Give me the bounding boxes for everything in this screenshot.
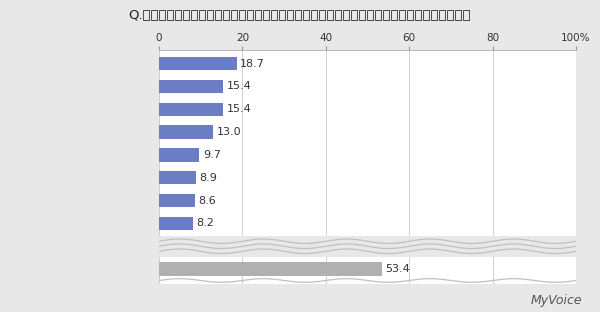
Text: 8.2: 8.2	[197, 218, 214, 228]
Bar	[159, 148, 199, 162]
Bar	[159, 262, 382, 276]
Text: 15.4: 15.4	[227, 81, 251, 91]
Text: Q.選択肢にあげたようなブランドで、衣類や小物などを所有しているブランドはありますか？: Q.選択肢にあげたようなブランドで、衣類や小物などを所有しているブランドはありま…	[128, 9, 472, 22]
Bar	[159, 103, 223, 116]
Text: 53.4: 53.4	[385, 264, 410, 274]
Text: 9.7: 9.7	[203, 150, 221, 160]
Text: 8.6: 8.6	[198, 196, 216, 206]
Text: MyVoice: MyVoice	[530, 294, 582, 307]
Bar	[159, 57, 237, 70]
Text: 18.7: 18.7	[241, 59, 265, 69]
Text: 15.4: 15.4	[227, 104, 251, 114]
Bar	[159, 217, 193, 230]
Bar	[159, 80, 223, 93]
Text: 8.9: 8.9	[199, 173, 217, 183]
Text: 13.0: 13.0	[217, 127, 241, 137]
Bar	[159, 171, 196, 184]
Bar	[159, 236, 576, 256]
Bar	[159, 125, 213, 139]
Bar	[159, 194, 195, 207]
